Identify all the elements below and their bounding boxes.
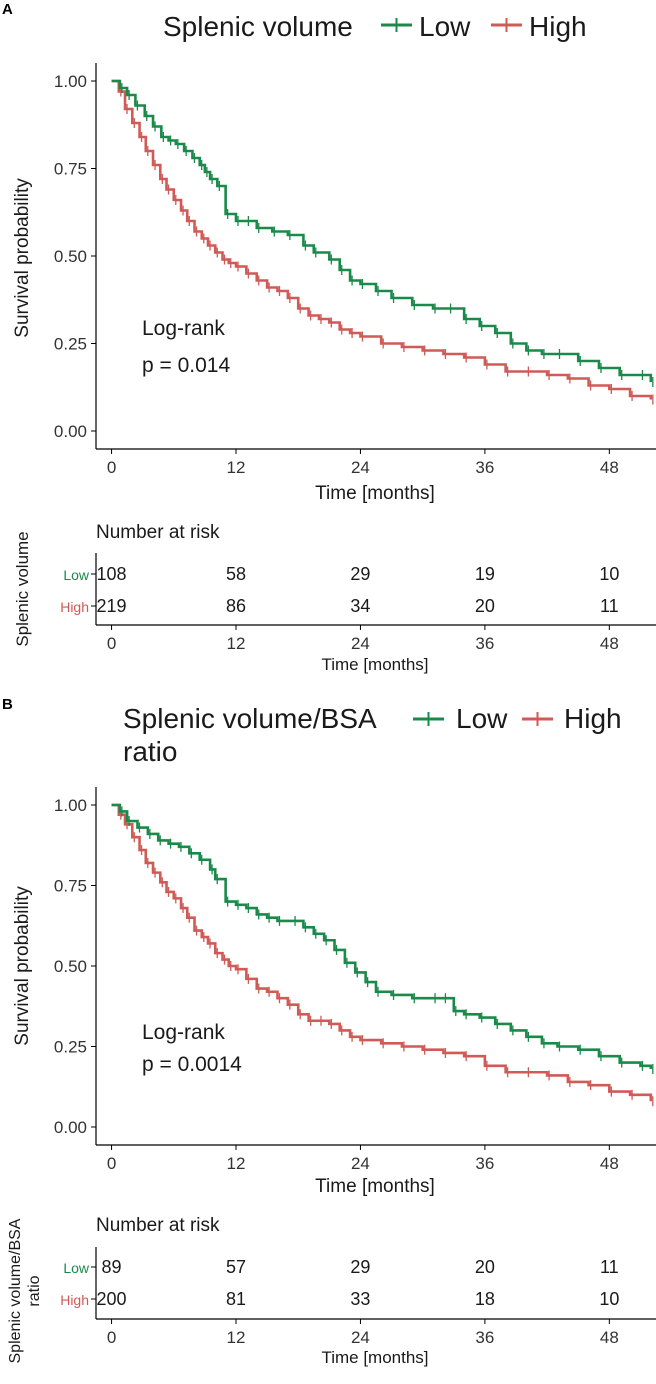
risk-cell-high: 81	[226, 1289, 246, 1309]
risk-x-tick-label: 36	[475, 1328, 494, 1347]
y-tick-label: 1.00	[54, 796, 87, 815]
risk-cell-low: 19	[475, 564, 495, 584]
y-tick-label: 0.00	[54, 422, 87, 441]
y-tick-label: 0.25	[54, 1038, 87, 1057]
risk-cell-high: 10	[599, 1289, 619, 1309]
risk-cell-low: 108	[97, 564, 127, 584]
risk-table-xlabel: Time [months]	[321, 655, 428, 674]
risk-table-cells: 0 108 219 12 58 86 24 29 34 36 19 20 48 10 11	[91, 553, 656, 653]
risk-table-title: Number at risk	[96, 1215, 220, 1236]
logrank-label: Log-rank	[142, 1021, 225, 1044]
legend-key-high	[491, 18, 522, 32]
risk-x-tick-label: 48	[600, 634, 619, 653]
risk-cell-low: 29	[350, 564, 370, 584]
risk-cell-high: 33	[350, 1289, 370, 1309]
x-tick-label: 12	[227, 458, 246, 477]
x-tick-label: 48	[600, 1154, 619, 1173]
risk-x-tick-label: 24	[351, 1328, 370, 1347]
y-tick-label: 0.00	[54, 1118, 87, 1137]
risk-cell-low: 57	[226, 1257, 246, 1277]
panel-b: B Splenic volume/BSA ratio Low High Surv…	[2, 696, 656, 1367]
risk-x-tick-label: 48	[600, 1328, 619, 1347]
legend: Splenic volume/BSA ratio Low High	[123, 703, 622, 767]
risk-table-title: Number at risk	[96, 522, 220, 543]
y-axis-title: Survival probability	[12, 886, 33, 1046]
legend-label-low: Low	[456, 703, 508, 734]
risk-cell-high: 86	[226, 596, 246, 616]
risk-row-label-low: Low	[63, 1260, 90, 1276]
legend: Splenic volume Low High	[163, 11, 587, 42]
risk-x-tick-label: 12	[227, 634, 246, 653]
risk-x-tick-label: 24	[351, 634, 370, 653]
risk-cell-high: 34	[350, 596, 370, 616]
panel-letter: A	[2, 1, 13, 18]
risk-table-a: Number at risk Splenic volume Low High 0…	[13, 522, 656, 674]
x-tick-label: 12	[227, 1154, 246, 1173]
risk-table-xlabel: Time [months]	[321, 1348, 428, 1367]
risk-cell-high: 200	[97, 1289, 127, 1309]
risk-cell-low: 58	[226, 564, 246, 584]
legend-key-low	[381, 18, 412, 32]
y-tick-label: 1.00	[54, 72, 87, 91]
risk-x-tick-label: 12	[227, 1328, 246, 1347]
risk-cell-low: 20	[475, 1257, 495, 1277]
y-tick-label: 0.75	[54, 160, 87, 179]
risk-row-label-high: High	[60, 1292, 89, 1308]
legend-key-low	[413, 712, 444, 726]
risk-row-label-low: Low	[63, 567, 90, 583]
risk-cell-high: 219	[97, 596, 127, 616]
panel-letter: B	[2, 696, 13, 713]
x-tick-label: 24	[351, 1154, 370, 1173]
risk-table-ylabel: Splenic volume	[13, 531, 32, 646]
risk-cell-low: 29	[350, 1257, 370, 1277]
risk-cell-low: 10	[599, 564, 619, 584]
risk-table-cells: 0 89 200 12 57 81 24 29 33 36 20 18 48 11 10	[91, 1247, 656, 1347]
x-tick-label: 36	[475, 1154, 494, 1173]
km-curve-low	[111, 79, 653, 382]
risk-x-tick-label: 0	[107, 1328, 116, 1347]
y-tick-label: 0.75	[54, 877, 87, 896]
risk-x-tick-label: 0	[107, 634, 116, 653]
legend-label-low: Low	[419, 11, 471, 42]
risk-cell-low: 89	[102, 1257, 122, 1277]
x-tick-label: 24	[351, 458, 370, 477]
risk-cell-high: 11	[600, 596, 619, 616]
y-tick-label: 0.25	[54, 335, 87, 354]
x-tick-label: 0	[107, 1154, 116, 1173]
y-tick-label: 0.50	[54, 247, 87, 266]
km-plot-b: 0.00 0.25 0.50 0.75 1.00 0 12 24 36 48	[54, 787, 656, 1173]
logrank-label: Log-rank	[142, 317, 225, 340]
legend-label-high: High	[529, 11, 587, 42]
legend-key-high	[522, 712, 553, 726]
legend-label-high: High	[564, 703, 622, 734]
risk-cell-high: 20	[475, 596, 495, 616]
risk-table-ylabel-line2: ratio	[26, 1275, 43, 1306]
km-curve-high	[111, 79, 653, 400]
legend-title-line1: Splenic volume/BSA	[123, 703, 377, 734]
risk-cell-high: 18	[475, 1289, 495, 1309]
logrank-pvalue: p = 0.0014	[142, 1053, 242, 1076]
risk-table-b: Number at risk Splenic volume/BSA ratio …	[7, 1215, 656, 1367]
x-axis-title: Time [months]	[315, 1176, 435, 1197]
legend-title: Splenic volume	[163, 11, 353, 42]
risk-cell-low: 11	[600, 1257, 619, 1277]
risk-table-ylabel-line1: Splenic volume/BSA	[7, 1218, 24, 1363]
risk-x-tick-label: 36	[475, 634, 494, 653]
x-tick-label: 36	[475, 458, 494, 477]
panel-a: A Splenic volume Low High Survival proba…	[2, 1, 656, 674]
y-tick-label: 0.50	[54, 957, 87, 976]
x-axis-title: Time [months]	[315, 483, 435, 504]
y-axis-title: Survival probability	[12, 178, 33, 338]
risk-row-label-high: High	[60, 599, 89, 615]
km-plot-a: 0.00 0.25 0.50 0.75 1.00 0 12 24 36 48	[54, 63, 656, 477]
x-tick-label: 48	[600, 458, 619, 477]
x-tick-label: 0	[107, 458, 116, 477]
legend-title-line2: ratio	[123, 736, 177, 767]
logrank-pvalue: p = 0.014	[142, 354, 230, 377]
